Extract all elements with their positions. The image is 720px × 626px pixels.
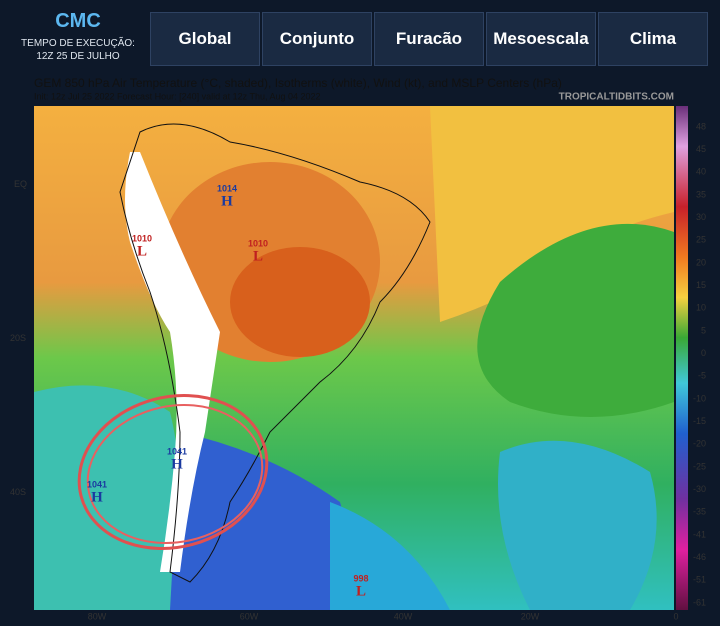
credit: TROPICALTIDBITS.COM (559, 92, 674, 103)
center-value: 1041 (167, 446, 187, 456)
colorbar-label: -35 (693, 507, 706, 517)
map-subtitle: Init: 12z Jul 25 2022 Forecast Hour: [24… (34, 91, 321, 101)
colorbar-label: 45 (696, 144, 706, 154)
map (34, 106, 674, 610)
hot-land (230, 247, 370, 357)
nav-button[interactable]: Global (150, 12, 260, 66)
lat-label: EQ (14, 179, 28, 189)
colorbar-label: -20 (693, 439, 706, 449)
center-symbol: L (253, 248, 263, 264)
green-ocean (477, 223, 674, 417)
colorbar-label: -30 (693, 484, 706, 494)
colorbar-label: 0 (701, 348, 706, 358)
colorbar-label: 10 (696, 303, 706, 313)
center-value: 1010 (132, 233, 152, 243)
lon-label: 20W (521, 611, 540, 621)
center-symbol: H (171, 456, 183, 472)
run-time: 12Z 25 DE JULHO (36, 51, 120, 62)
andes (125, 152, 220, 572)
colorbar-label: 30 (696, 212, 706, 222)
center-value: 1010 (248, 238, 268, 248)
colorbar-label: -15 (693, 416, 706, 426)
center-symbol: H (221, 193, 233, 209)
run-label: TEMPO DE EXECUÇÃO: (21, 38, 135, 49)
center-symbol: L (356, 583, 366, 599)
lat-label: 40S (10, 487, 27, 497)
center-symbol: L (137, 243, 147, 259)
colorbar-label: -46 (693, 552, 706, 562)
cool-ocean (330, 502, 450, 610)
colorbar-label: -41 (693, 529, 706, 539)
colorbar-label: 5 (701, 325, 706, 335)
colorbar-label: 48 (696, 121, 706, 131)
colorbar-label: -10 (693, 393, 706, 403)
colorbar-label: -51 (693, 575, 706, 585)
center-value: 1041 (87, 479, 107, 489)
colorbar-label: -5 (698, 371, 706, 381)
lat-label: 20S (10, 333, 27, 343)
nav-button[interactable]: Clima (598, 12, 708, 66)
colorbar (676, 106, 688, 610)
colorbar-label: 15 (696, 280, 706, 290)
lon-label: 60W (240, 611, 259, 621)
nav-button[interactable]: Mesoescala (486, 12, 596, 66)
colorbar-label: -61 (693, 597, 706, 607)
colorbar-label: 25 (696, 235, 706, 245)
lon-label: 40W (394, 611, 413, 621)
center-symbol: H (91, 489, 103, 505)
colorbar-label: 20 (696, 257, 706, 267)
logo: CMC (55, 10, 101, 32)
map-panel: GEM 850 hPa Air Temperature (°C, shaded)… (34, 76, 706, 621)
colorbar-label: 40 (696, 167, 706, 177)
annotation-circle (77, 393, 269, 551)
coastline (119, 123, 431, 583)
cool-ocean (498, 440, 657, 610)
lon-label: 0 (673, 611, 678, 621)
cold-land (170, 432, 348, 610)
lon-label: 80W (88, 611, 107, 621)
center-value: 1014 (217, 183, 237, 193)
cold-ocean (34, 385, 180, 610)
warm-ocean (430, 106, 674, 322)
nav-button[interactable]: Furacão (374, 12, 484, 66)
nav-button[interactable]: Conjunto (262, 12, 372, 66)
center-value: 998 (353, 573, 368, 583)
colorbar-label: -25 (693, 461, 706, 471)
map-title: GEM 850 hPa Air Temperature (°C, shaded)… (34, 76, 562, 90)
colorbar-label: 35 (696, 189, 706, 199)
annotation-circle (86, 404, 264, 544)
